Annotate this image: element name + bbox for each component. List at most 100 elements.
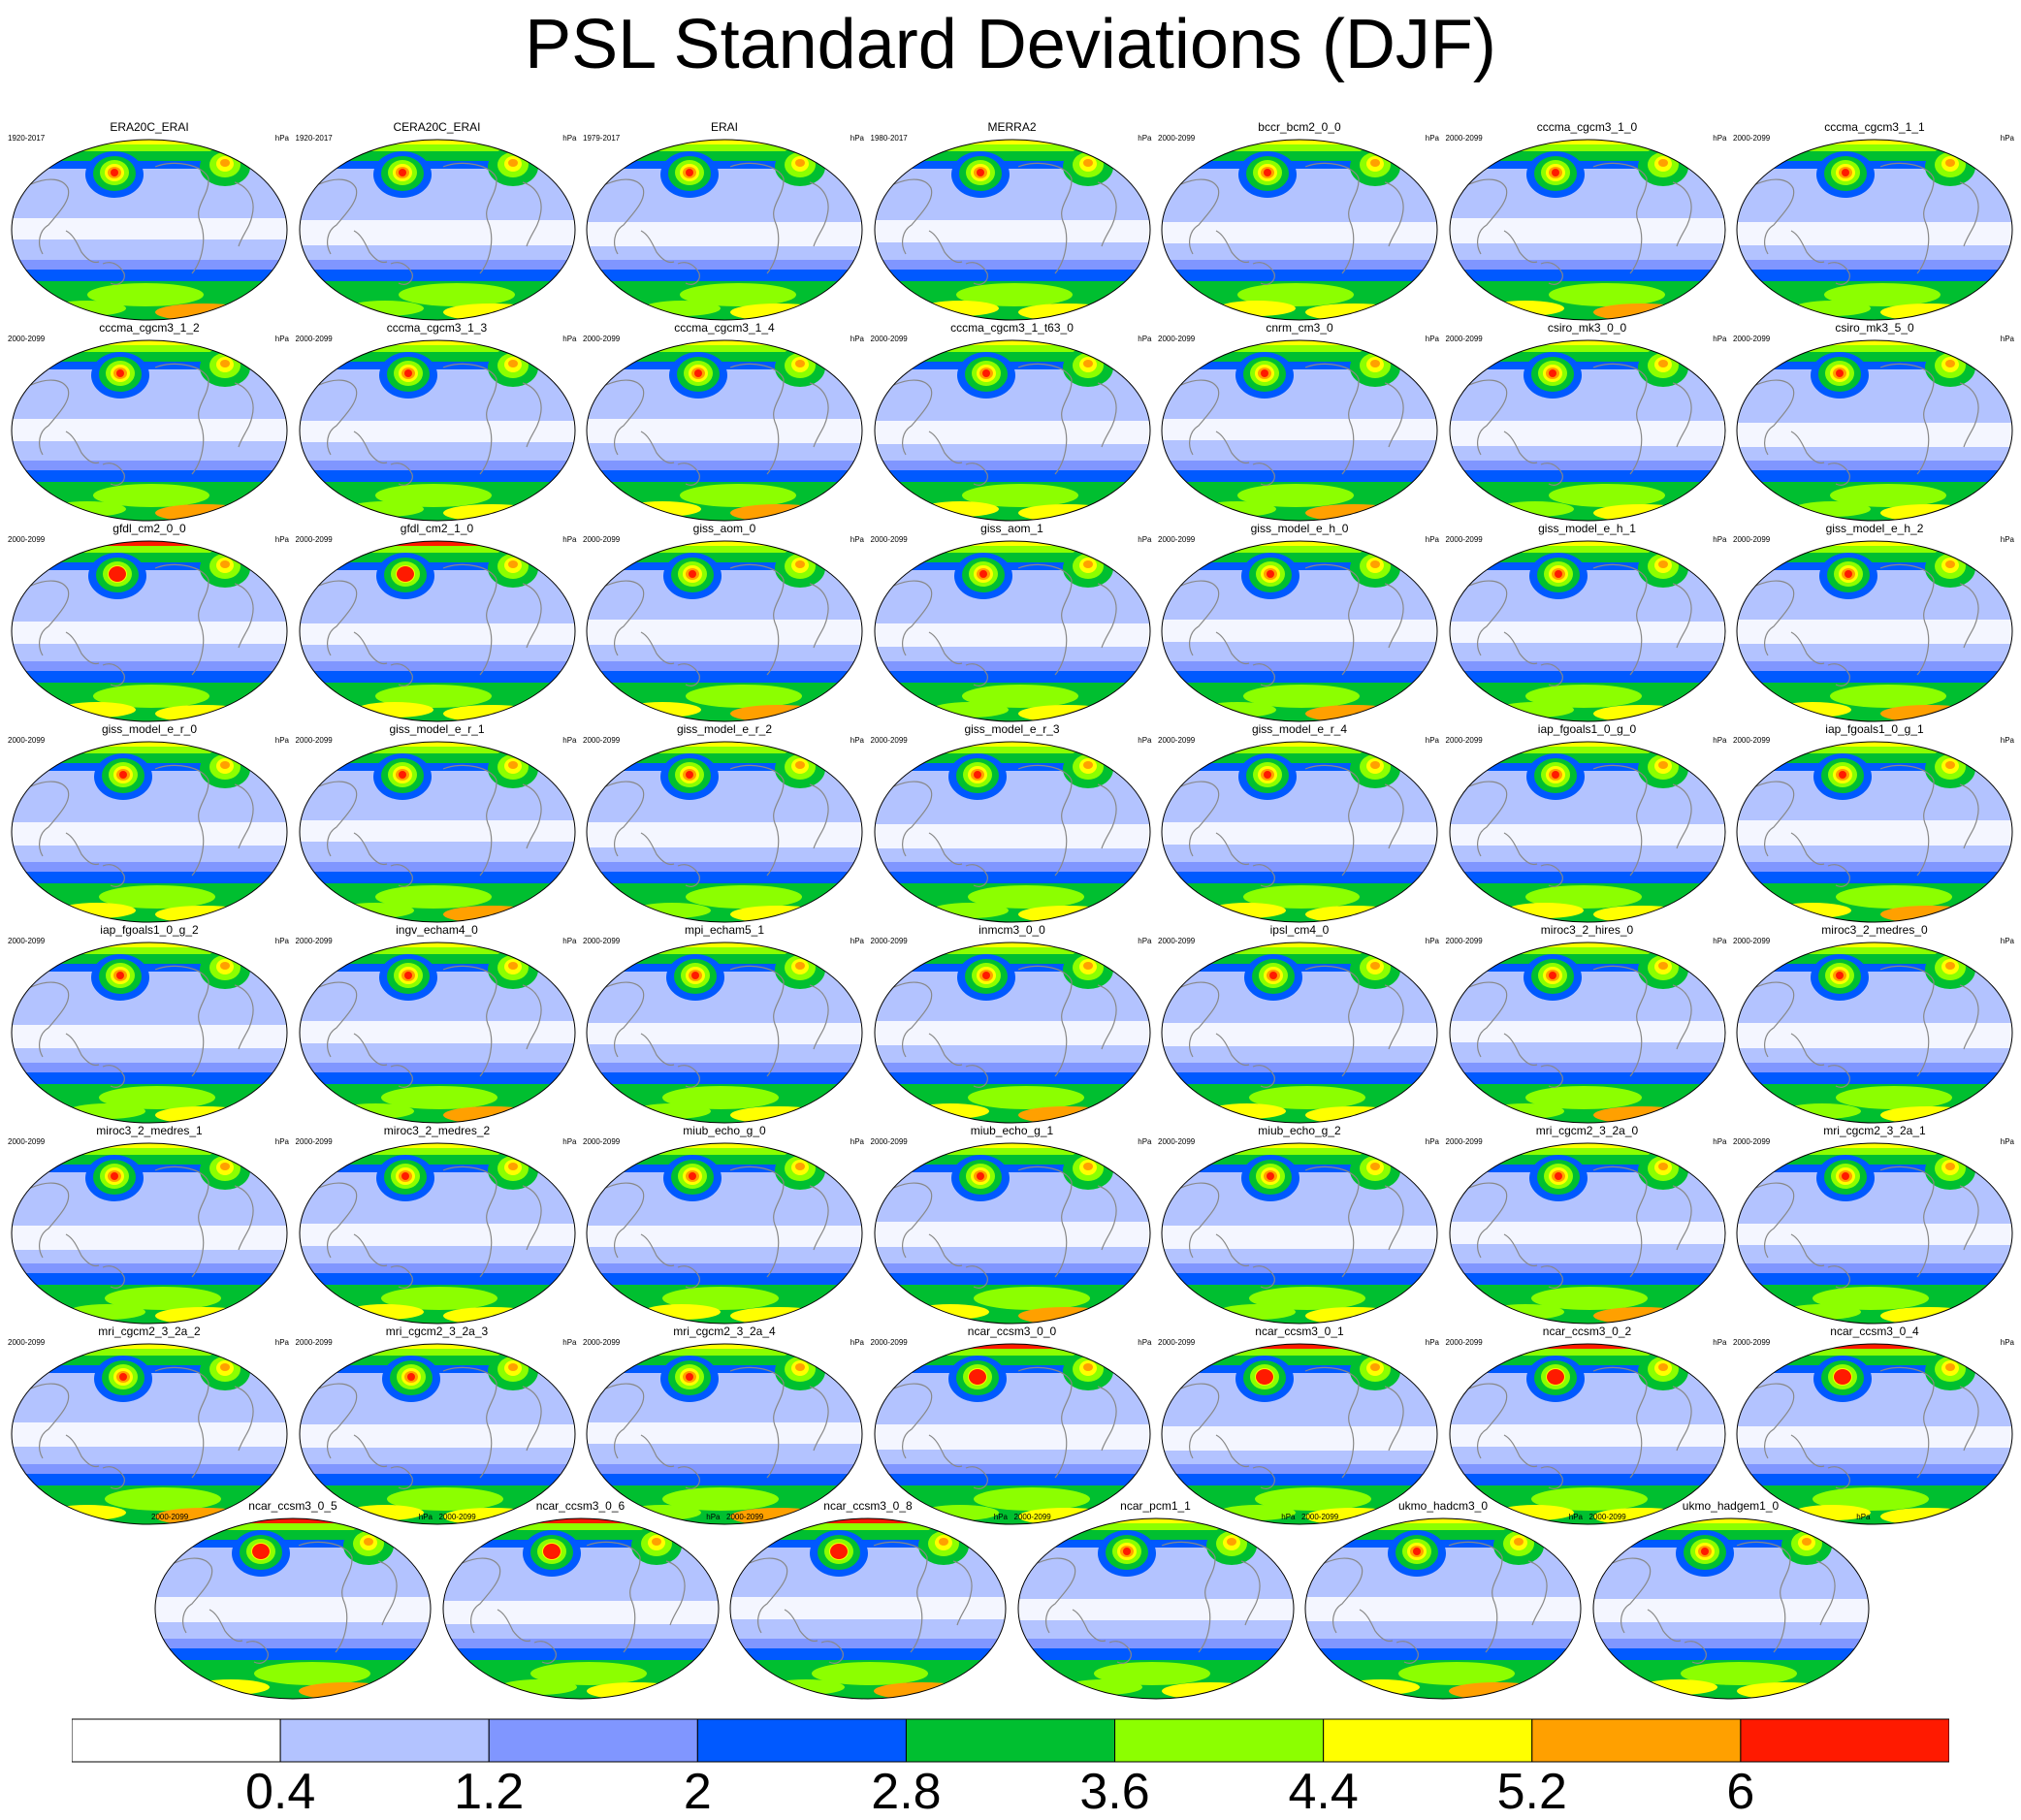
panel-title: mri_cgcm2_3_2a_2 xyxy=(98,1325,201,1338)
colorbar-segment xyxy=(1531,1718,1742,1763)
panel-period: 1920-2017 xyxy=(8,134,46,143)
panel-period: 2000-2099 xyxy=(1445,535,1483,544)
map-panel: ukmo_hadgem1_0 2000-2099 hPa xyxy=(1588,1499,1875,1701)
panel-title: ingv_echam4_0 xyxy=(396,923,478,937)
map-plot xyxy=(1736,139,2013,321)
map-plot xyxy=(11,741,288,923)
panel-unit: hPa xyxy=(562,134,577,143)
panel-unit: hPa xyxy=(1713,1137,1727,1146)
map-panel: miroc3_2_medres_0 2000-2099 hPa xyxy=(1731,923,2018,1125)
colorbar-tick-label: 3.6 xyxy=(1079,1764,1150,1820)
map-plot xyxy=(299,741,575,923)
panel-unit: hPa xyxy=(274,1338,289,1347)
map-plot xyxy=(299,1343,575,1525)
map-panel: miub_echo_g_0 2000-2099 hPa xyxy=(581,1124,868,1325)
figure-title: PSL Standard Deviations (DJF) xyxy=(525,6,1496,83)
colorbar-segment xyxy=(488,1718,698,1763)
panel-period: 1979-2017 xyxy=(583,134,621,143)
panel-unit: hPa xyxy=(850,937,864,945)
panel-unit: hPa xyxy=(850,134,864,143)
map-plot xyxy=(1449,339,1725,522)
panel-title: miroc3_2_medres_2 xyxy=(383,1124,491,1137)
panel-period: 2000-2099 xyxy=(1733,736,1771,745)
panel-unit: hPa xyxy=(2000,335,2014,343)
map-panel: ncar_ccsm3_0_5 2000-2099 hPa xyxy=(149,1499,436,1701)
panel-period: 2000-2099 xyxy=(1158,736,1196,745)
panel-unit: hPa xyxy=(274,736,289,745)
panel-title: giss_model_e_r_1 xyxy=(389,722,485,736)
panel-title: ncar_ccsm3_0_4 xyxy=(1830,1325,1919,1338)
panel-period: 2000-2099 xyxy=(1013,1513,1051,1521)
panel-title: gfdl_cm2_1_0 xyxy=(400,522,474,535)
map-plot xyxy=(1161,942,1438,1124)
panel-period: 2000-2099 xyxy=(438,1513,476,1521)
map-panel: gfdl_cm2_1_0 2000-2099 hPa xyxy=(294,522,581,723)
map-panel: ncar_ccsm3_0_8 2000-2099 hPa xyxy=(724,1499,1011,1701)
map-panel: miub_echo_g_2 2000-2099 hPa xyxy=(1156,1124,1443,1325)
panel-unit: hPa xyxy=(1713,335,1727,343)
map-panel: cccma_cgcm3_1_4 2000-2099 hPa xyxy=(581,321,868,523)
panel-title: iap_fgoals1_0_g_1 xyxy=(1825,722,1924,736)
panel-period: 2000-2099 xyxy=(1158,335,1196,343)
panel-unit: hPa xyxy=(1568,1513,1583,1521)
panel-title: ERA20C_ERAI xyxy=(110,120,189,134)
map-plot xyxy=(299,339,575,522)
panel-period: 2000-2099 xyxy=(870,736,908,745)
panel-unit: hPa xyxy=(2000,1137,2014,1146)
map-panel: cccma_cgcm3_1_3 2000-2099 hPa xyxy=(294,321,581,523)
panel-unit: hPa xyxy=(1425,535,1439,544)
panel-unit: hPa xyxy=(1425,736,1439,745)
map-panel: mri_cgcm2_3_2a_1 2000-2099 hPa xyxy=(1731,1124,2018,1325)
panel-period: 2000-2099 xyxy=(1733,335,1771,343)
panel-period: 2000-2099 xyxy=(8,937,46,945)
map-plot xyxy=(299,1142,575,1325)
colorbar-tick-label: 2.8 xyxy=(871,1764,942,1820)
colorbar-tick-label: 2 xyxy=(683,1764,712,1820)
map-plot xyxy=(874,741,1150,923)
map-plot xyxy=(1736,540,2013,722)
map-plot xyxy=(11,339,288,522)
panel-period: 2000-2099 xyxy=(1445,335,1483,343)
colorbar-segment xyxy=(279,1718,490,1763)
map-plot xyxy=(874,1343,1150,1525)
panel-unit: hPa xyxy=(850,335,864,343)
panel-unit: hPa xyxy=(2000,1338,2014,1347)
map-panel: csiro_mk3_5_0 2000-2099 hPa xyxy=(1731,321,2018,523)
panel-unit: hPa xyxy=(562,1338,577,1347)
panel-title: CERA20C_ERAI xyxy=(393,120,481,134)
panel-title: cccma_cgcm3_1_1 xyxy=(1824,120,1925,134)
map-plot xyxy=(299,139,575,321)
panel-title: miroc3_2_medres_1 xyxy=(96,1124,203,1137)
panel-unit: hPa xyxy=(274,335,289,343)
panel-period: 2000-2099 xyxy=(8,1137,46,1146)
panel-period: 2000-2099 xyxy=(1445,1338,1483,1347)
map-plot xyxy=(1449,139,1725,321)
map-panel: iap_fgoals1_0_g_2 2000-2099 hPa xyxy=(6,923,293,1125)
map-plot xyxy=(154,1517,432,1700)
panel-period: 2000-2099 xyxy=(1158,535,1196,544)
map-panel: giss_model_e_r_0 2000-2099 hPa xyxy=(6,722,293,924)
panel-period: 2000-2099 xyxy=(295,1137,333,1146)
map-plot xyxy=(11,1343,288,1525)
map-panel: giss_model_e_h_2 2000-2099 hPa xyxy=(1731,522,2018,723)
colorbar-tick-label: 5.2 xyxy=(1496,1764,1567,1820)
map-plot xyxy=(1017,1517,1294,1700)
panel-period: 2000-2099 xyxy=(1733,535,1771,544)
panel-title: ncar_ccsm3_0_8 xyxy=(823,1499,913,1513)
panel-period: 2000-2099 xyxy=(8,736,46,745)
panel-title: MERRA2 xyxy=(987,120,1037,134)
colorbar-segment xyxy=(1323,1718,1533,1763)
panel-title: ukmo_hadgem1_0 xyxy=(1682,1499,1780,1513)
colorbar-tick-label: 4.4 xyxy=(1288,1764,1359,1820)
panel-title: miroc3_2_hires_0 xyxy=(1540,923,1634,937)
panel-title: giss_model_e_h_2 xyxy=(1825,522,1924,535)
panel-period: 2000-2099 xyxy=(295,1338,333,1347)
panel-title: gfdl_cm2_0_0 xyxy=(112,522,186,535)
panel-title: mpi_echam5_1 xyxy=(684,923,765,937)
map-panel: cccma_cgcm3_1_t63_0 2000-2099 hPa xyxy=(869,321,1156,523)
panel-period: 2000-2099 xyxy=(583,1338,621,1347)
map-panel: ERAI 1979-2017 hPa xyxy=(581,120,868,322)
panel-period: 2000-2099 xyxy=(583,535,621,544)
map-panel: ERA20C_ERAI 1920-2017 hPa xyxy=(6,120,293,322)
map-panel: mri_cgcm2_3_2a_3 2000-2099 hPa xyxy=(294,1325,581,1526)
